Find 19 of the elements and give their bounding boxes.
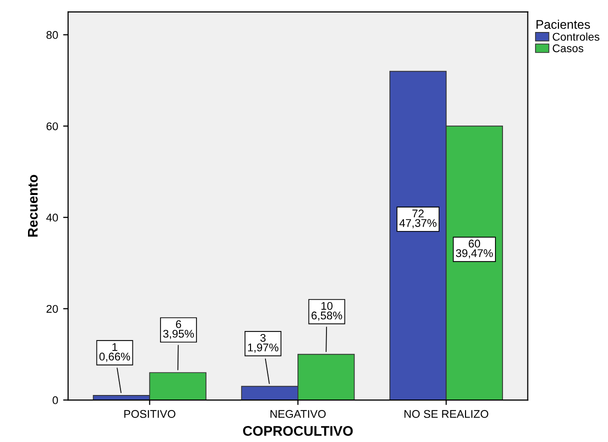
- legend-title: Pacientes: [536, 20, 590, 29]
- legend-label: Controles: [552, 32, 600, 41]
- data-label: 10 6,58%: [312, 302, 342, 321]
- x-axis-title: COPROCULTIVO: [243, 426, 353, 436]
- data-label: 1 0,66%: [99, 343, 130, 362]
- legend-label: Casos: [552, 44, 584, 52]
- data-label: 6 3,95%: [163, 320, 194, 339]
- y-tick-label: 40: [46, 214, 58, 222]
- y-tick-label: 20: [46, 304, 58, 313]
- y-tick-label: 0: [52, 396, 58, 404]
- x-tick-label: NO SE REALIZO: [404, 410, 488, 418]
- x-tick-label: NEGATIVO: [270, 410, 326, 418]
- y-tick-label: 80: [46, 31, 58, 39]
- y-axis-title: Recuento: [28, 174, 38, 237]
- data-label: 60 39,47%: [456, 240, 493, 258]
- y-tick-label: 60: [46, 122, 58, 130]
- data-label: 72 47,37%: [399, 210, 436, 228]
- x-tick-label: POSITIVO: [124, 410, 176, 418]
- data-label: 3 1,97%: [248, 334, 278, 353]
